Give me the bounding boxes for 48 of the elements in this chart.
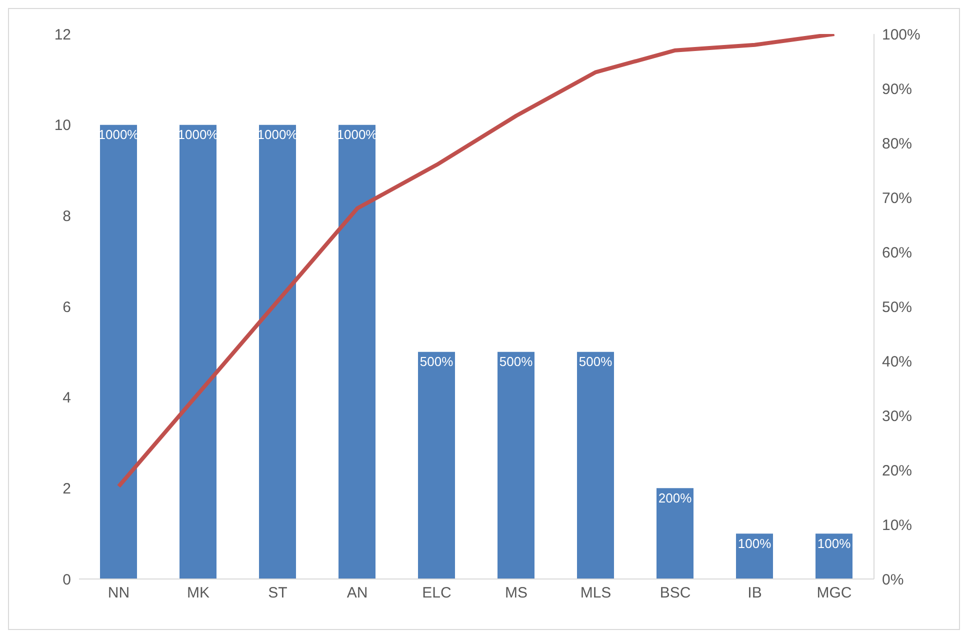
bar — [338, 124, 376, 579]
x-tick-label: AN — [346, 584, 368, 602]
y-tick-label: 2 — [62, 480, 71, 498]
y-tick-label: 10 — [54, 117, 71, 134]
y2-tick-label: 20% — [882, 462, 912, 480]
y2-tick-label: 60% — [882, 244, 912, 262]
data-label: 1000% — [98, 127, 140, 142]
x-tick-label: MS — [505, 584, 528, 602]
bar — [418, 352, 455, 579]
bar — [259, 124, 296, 579]
y2-tick-label: 100% — [882, 26, 920, 44]
y2-tick-label: 30% — [882, 408, 912, 425]
data-label: 500% — [499, 354, 534, 370]
x-tick-label: IB — [748, 584, 762, 602]
data-label: 1000% — [178, 127, 219, 142]
y2-tick-label: 90% — [882, 80, 912, 98]
y2-tick-label: 50% — [882, 298, 912, 316]
y-tick-label: 0 — [62, 571, 71, 588]
y2-tick-label: 70% — [882, 190, 912, 207]
data-label: 200% — [658, 490, 692, 506]
data-label: 500% — [420, 354, 454, 370]
data-label: 100% — [817, 536, 852, 551]
data-label: 500% — [578, 354, 613, 370]
bar — [498, 352, 534, 579]
y2-tick-label: 0% — [882, 571, 904, 588]
bar — [180, 124, 216, 579]
x-tick-label: MGC — [816, 584, 852, 602]
y-tick-label: 8 — [62, 208, 71, 225]
x-tick-label: ST — [268, 584, 288, 602]
y2-tick-label: 40% — [882, 353, 912, 370]
y2-tick-label: 80% — [882, 135, 912, 152]
data-label: 100% — [738, 536, 772, 551]
bar — [816, 534, 852, 579]
x-tick-label: NN — [108, 584, 130, 602]
data-label: 1000% — [336, 127, 378, 142]
bar — [100, 124, 137, 579]
x-tick-label: MK — [187, 584, 210, 602]
bar — [736, 534, 773, 579]
bar — [577, 352, 614, 579]
bar — [656, 488, 694, 579]
y2-tick-label: 10% — [882, 516, 912, 534]
x-tick-label: ELC — [422, 584, 452, 602]
x-tick-label: MLS — [580, 584, 612, 602]
y-tick-label: 4 — [62, 390, 71, 407]
y-tick-label: 12 — [54, 26, 71, 44]
x-tick-label: BSC — [660, 584, 691, 602]
data-label: 1000% — [257, 127, 298, 142]
y-tick-label: 6 — [62, 298, 71, 316]
